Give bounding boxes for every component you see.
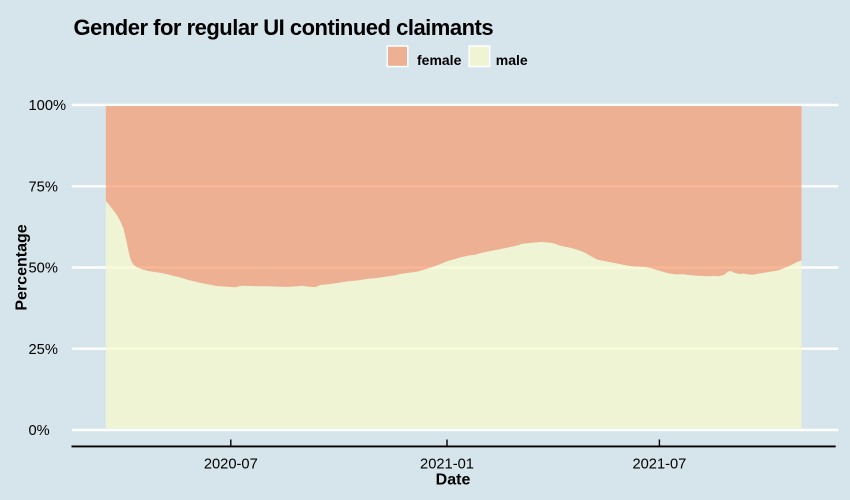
svg-text:25%: 25%	[29, 342, 58, 358]
svg-text:2020-07: 2020-07	[204, 457, 258, 473]
svg-text:2021-07: 2021-07	[632, 457, 686, 473]
svg-text:Gender for regular UI continue: Gender for regular UI continued claimant…	[74, 15, 494, 40]
svg-text:female: female	[417, 52, 462, 68]
svg-text:Percentage: Percentage	[14, 224, 31, 310]
svg-text:100%: 100%	[29, 98, 67, 114]
svg-text:50%: 50%	[29, 261, 58, 277]
svg-text:2021-01: 2021-01	[420, 457, 474, 473]
svg-text:male: male	[496, 52, 528, 68]
svg-text:75%: 75%	[29, 179, 58, 195]
svg-text:0%: 0%	[29, 423, 50, 439]
svg-text:Date: Date	[436, 472, 471, 489]
